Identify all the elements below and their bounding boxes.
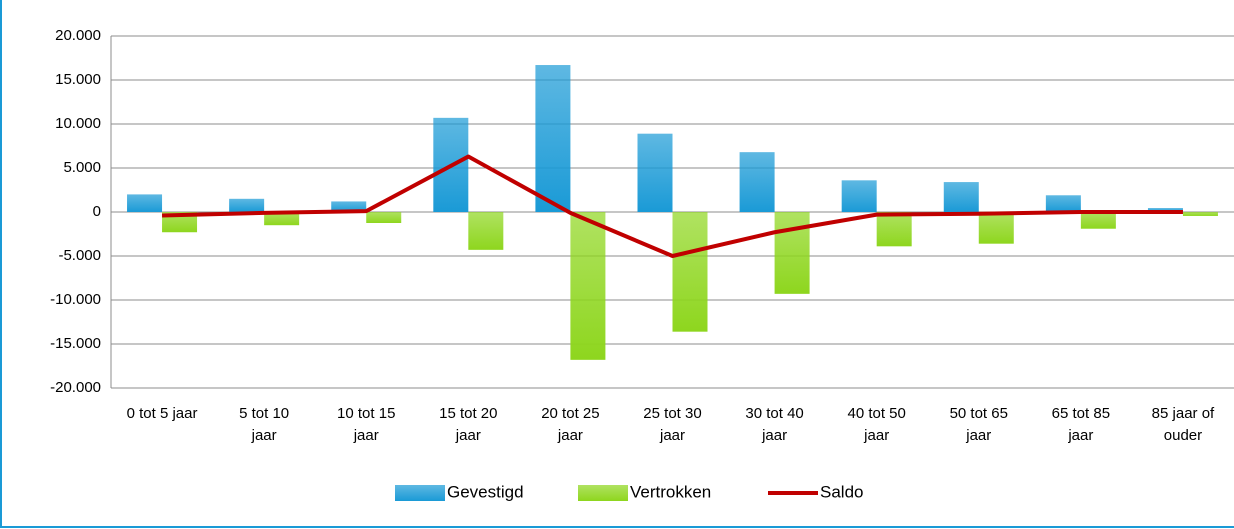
x-tick-label: 10 tot 15 jaar [337,405,395,444]
bar [535,65,571,212]
bar [468,212,504,250]
y-tick-label: 5.000 [63,159,101,176]
y-tick-label: 10.000 [55,115,101,132]
x-tick-label: 5 tot 10 jaar [239,405,289,444]
bar [229,198,265,212]
bar [978,212,1014,244]
bar [264,212,300,226]
x-tick-label: 65 tot 85 jaar [1052,405,1110,444]
x-tick-label: 40 tot 50 jaar [847,405,905,444]
bar [943,182,979,212]
y-tick-label: 15.000 [55,71,101,88]
x-tick-label: 20 tot 25 jaar [541,405,599,444]
x-tick-label: 30 tot 40 jaar [745,405,803,444]
bar [1080,212,1116,229]
legend-swatch [395,485,445,501]
bar [127,194,163,212]
y-tick-label: 20.000 [55,27,101,44]
x-tick-label: 85 jaar of ouder [1152,405,1215,444]
legend-swatch [578,485,628,501]
y-tick-label: 0 [93,203,101,220]
bar [637,133,673,212]
line [161,154,1183,258]
bar [841,180,877,212]
x-tick-label: 0 tot 5 jaar [127,405,198,422]
x-tick-label: 25 tot 30 jaar [643,405,701,444]
bar [570,212,606,360]
bar [366,212,402,223]
y-tick-label: -15.000 [50,335,101,352]
bar [876,212,912,247]
bar [672,212,708,332]
x-tick-label: 15 tot 20 jaar [439,405,497,444]
bar [331,201,367,212]
x-tick-label: 50 tot 65 jaar [950,405,1008,444]
bar [739,152,775,212]
bar [1045,195,1081,212]
bar [774,212,810,294]
y-tick-label: -10.000 [50,291,101,308]
legend-label: Gevestigd [447,482,524,501]
y-tick-label: -5.000 [58,247,101,264]
legend-label: Vertrokken [630,482,711,501]
legend-label: Saldo [820,482,863,501]
bar [1182,212,1218,216]
y-tick-label: -20.000 [50,379,101,396]
